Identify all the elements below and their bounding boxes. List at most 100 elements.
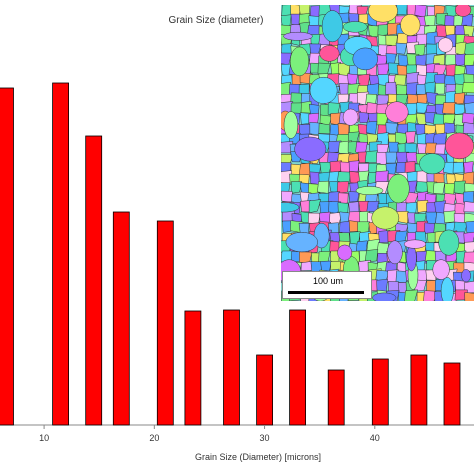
bar: [156, 220, 174, 426]
grain-cell: [443, 210, 456, 224]
grain-cell: [404, 160, 416, 174]
x-tick-label: 10: [39, 433, 49, 443]
grain-blob: [385, 101, 409, 123]
grain-cell: [463, 251, 474, 265]
grain-blob: [342, 21, 368, 33]
grain-cell: [406, 71, 420, 85]
x-tick-label: 40: [370, 433, 380, 443]
grain-blob: [406, 245, 417, 272]
grain-cell: [423, 290, 437, 301]
scale-bar: 100 um: [282, 271, 372, 299]
grain-blob: [352, 47, 379, 71]
grain-blob: [368, 5, 398, 23]
bar: [256, 354, 274, 426]
grain-blob: [294, 136, 327, 162]
grain-cell: [464, 42, 474, 56]
bar: [327, 369, 345, 426]
bar: [410, 354, 428, 426]
grain-cell: [416, 33, 430, 47]
grain-cell: [317, 180, 330, 194]
grain-cell: [452, 161, 464, 174]
grain-cell: [327, 102, 341, 115]
grain-cell: [385, 151, 398, 164]
bar: [289, 309, 307, 426]
bar: [184, 310, 202, 426]
grain-blob: [321, 10, 343, 43]
grain-cell: [434, 82, 446, 95]
chart-title: Grain Size (diameter): [168, 15, 263, 26]
x-axis-label: Grain Size (Diameter) [microns]: [195, 452, 321, 462]
bar: [223, 309, 240, 426]
grain-cell: [462, 122, 474, 134]
grain-blob: [444, 132, 474, 160]
grain-map-image: [281, 5, 474, 301]
grain-cell: [328, 140, 342, 154]
grain-blob: [337, 244, 353, 261]
grain-blob: [281, 202, 300, 213]
grain-blob: [461, 269, 471, 283]
grain-blob: [419, 153, 446, 175]
scale-bar-line: [288, 291, 364, 294]
grain-blob: [355, 186, 384, 196]
grain-blob: [387, 173, 410, 204]
grain-cell: [464, 292, 474, 301]
grain-cell: [442, 102, 457, 115]
bar: [371, 358, 389, 426]
grain-blob: [283, 31, 313, 41]
grain-blob: [342, 108, 359, 126]
grain-cell: [377, 24, 391, 37]
grain-cell: [385, 81, 397, 96]
grain-blob: [283, 111, 299, 139]
grain-cell: [308, 199, 322, 214]
grain-cell: [463, 201, 474, 213]
grain-cell: [337, 202, 349, 213]
grain-cell: [404, 289, 419, 301]
grain-cell: [281, 52, 292, 65]
grain-cell: [415, 181, 428, 193]
grain-blob: [319, 45, 340, 62]
grain-cell: [358, 111, 370, 124]
grain-cell: [291, 181, 303, 194]
grain-cell: [336, 181, 349, 194]
grain-cell: [368, 25, 381, 38]
grain-cell: [348, 191, 360, 203]
x-tick-label: 20: [149, 433, 159, 443]
bars-group: [0, 82, 461, 426]
grain-cell: [308, 212, 321, 224]
bar: [112, 211, 130, 426]
scale-bar-label: 100 um: [312, 276, 344, 286]
grain-cell: [464, 53, 474, 67]
grain-blob: [440, 277, 454, 301]
grain-cell: [395, 270, 408, 283]
grain-cell: [366, 120, 378, 135]
grain-cell: [463, 191, 474, 203]
x-ticks-group: 10 20 30 40: [39, 425, 380, 443]
grain-cell: [337, 171, 352, 184]
grain-cell: [317, 62, 331, 75]
grain-cell: [318, 123, 331, 134]
grain-cell: [364, 249, 379, 263]
grain-cell: [461, 112, 474, 124]
grain-cell: [375, 170, 389, 183]
grain-blob: [437, 37, 454, 53]
grain-cell: [395, 42, 408, 55]
grain-cell: [281, 190, 293, 203]
grain-cell: [337, 192, 349, 205]
grain-cell: [329, 211, 343, 225]
grain-blob: [387, 240, 403, 265]
grain-blob: [438, 229, 460, 256]
grain-cell: [433, 182, 446, 195]
x-tick-label: 30: [260, 433, 270, 443]
grain-blob: [400, 14, 421, 36]
grain-cell: [464, 102, 474, 115]
grain-blob: [285, 232, 318, 253]
bar: [0, 87, 14, 426]
grain-cell: [444, 182, 455, 196]
grain-cell: [337, 123, 350, 136]
grain-cell: [388, 141, 399, 154]
grain-cell: [465, 220, 474, 235]
grain-blob: [289, 46, 310, 77]
grain-blob: [454, 5, 472, 17]
grain-cell: [405, 131, 416, 144]
